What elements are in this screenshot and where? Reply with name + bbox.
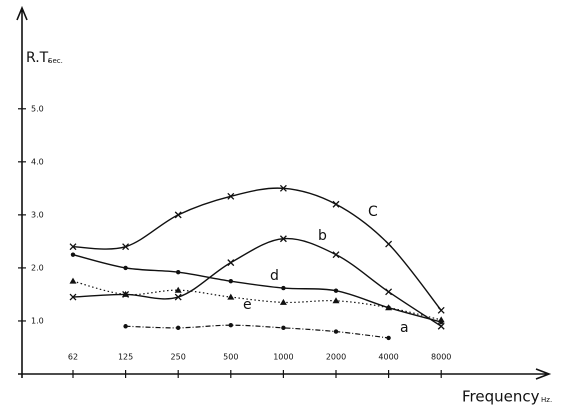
point-marker	[332, 251, 340, 259]
point-marker	[279, 184, 287, 192]
y-tick-label: 2.0	[31, 263, 44, 272]
point-marker	[122, 243, 130, 251]
point-marker	[279, 298, 287, 305]
point-marker	[386, 335, 391, 341]
point-marker	[332, 200, 340, 208]
point-marker	[333, 329, 339, 334]
point-marker	[174, 211, 182, 219]
x-tick-label: 8000	[431, 353, 451, 362]
point-marker	[281, 325, 286, 331]
point-marker	[437, 306, 445, 314]
point-marker	[385, 288, 393, 296]
point-marker	[122, 290, 130, 297]
point-marker	[228, 278, 233, 284]
y-axis-unit: Sec.	[48, 57, 63, 65]
x-tick-label: 500	[223, 353, 238, 362]
y-tick-label: 4.0	[31, 157, 44, 166]
point-marker	[123, 324, 128, 329]
series-label: e	[243, 297, 252, 313]
y-axis-label: R.T.	[26, 50, 51, 66]
point-marker	[69, 277, 77, 284]
series-label: d	[270, 268, 279, 284]
point-marker	[176, 269, 181, 275]
series-label: b	[318, 228, 327, 244]
y-tick-label: 3.0	[31, 210, 44, 219]
point-marker	[176, 325, 181, 331]
point-marker	[228, 323, 233, 328]
x-tick-label: 4000	[378, 353, 398, 362]
point-marker	[227, 259, 235, 267]
point-marker	[437, 322, 445, 330]
y-axis	[16, 5, 28, 378]
x-tick-label: 125	[118, 353, 133, 362]
x-axis-unit: Hz.	[541, 396, 552, 404]
point-marker	[385, 304, 393, 311]
point-marker	[332, 297, 340, 304]
x-tick-label: 62	[68, 353, 78, 362]
y-tick-label: 1.0	[31, 316, 44, 325]
series-line	[72, 253, 442, 323]
point-marker	[281, 285, 286, 291]
x-tick-label: 2000	[326, 353, 346, 362]
series-label: a	[400, 320, 409, 336]
x-tick-label: 1000	[273, 353, 293, 362]
point-marker	[279, 235, 287, 243]
point-marker	[437, 316, 445, 323]
series-label: C	[368, 204, 378, 220]
point-marker	[70, 252, 76, 257]
series-line	[125, 324, 389, 339]
point-marker	[385, 240, 393, 248]
point-marker	[227, 293, 235, 300]
point-marker	[174, 293, 182, 301]
point-marker	[227, 192, 235, 200]
x-tick-label: 250	[171, 353, 186, 362]
x-axis-label: Frequency	[462, 388, 540, 406]
y-tick-label: 5.0	[31, 104, 44, 113]
point-marker	[123, 265, 128, 271]
point-marker	[174, 286, 182, 293]
point-marker	[69, 293, 77, 301]
point-marker	[333, 288, 339, 293]
point-marker	[69, 243, 77, 251]
